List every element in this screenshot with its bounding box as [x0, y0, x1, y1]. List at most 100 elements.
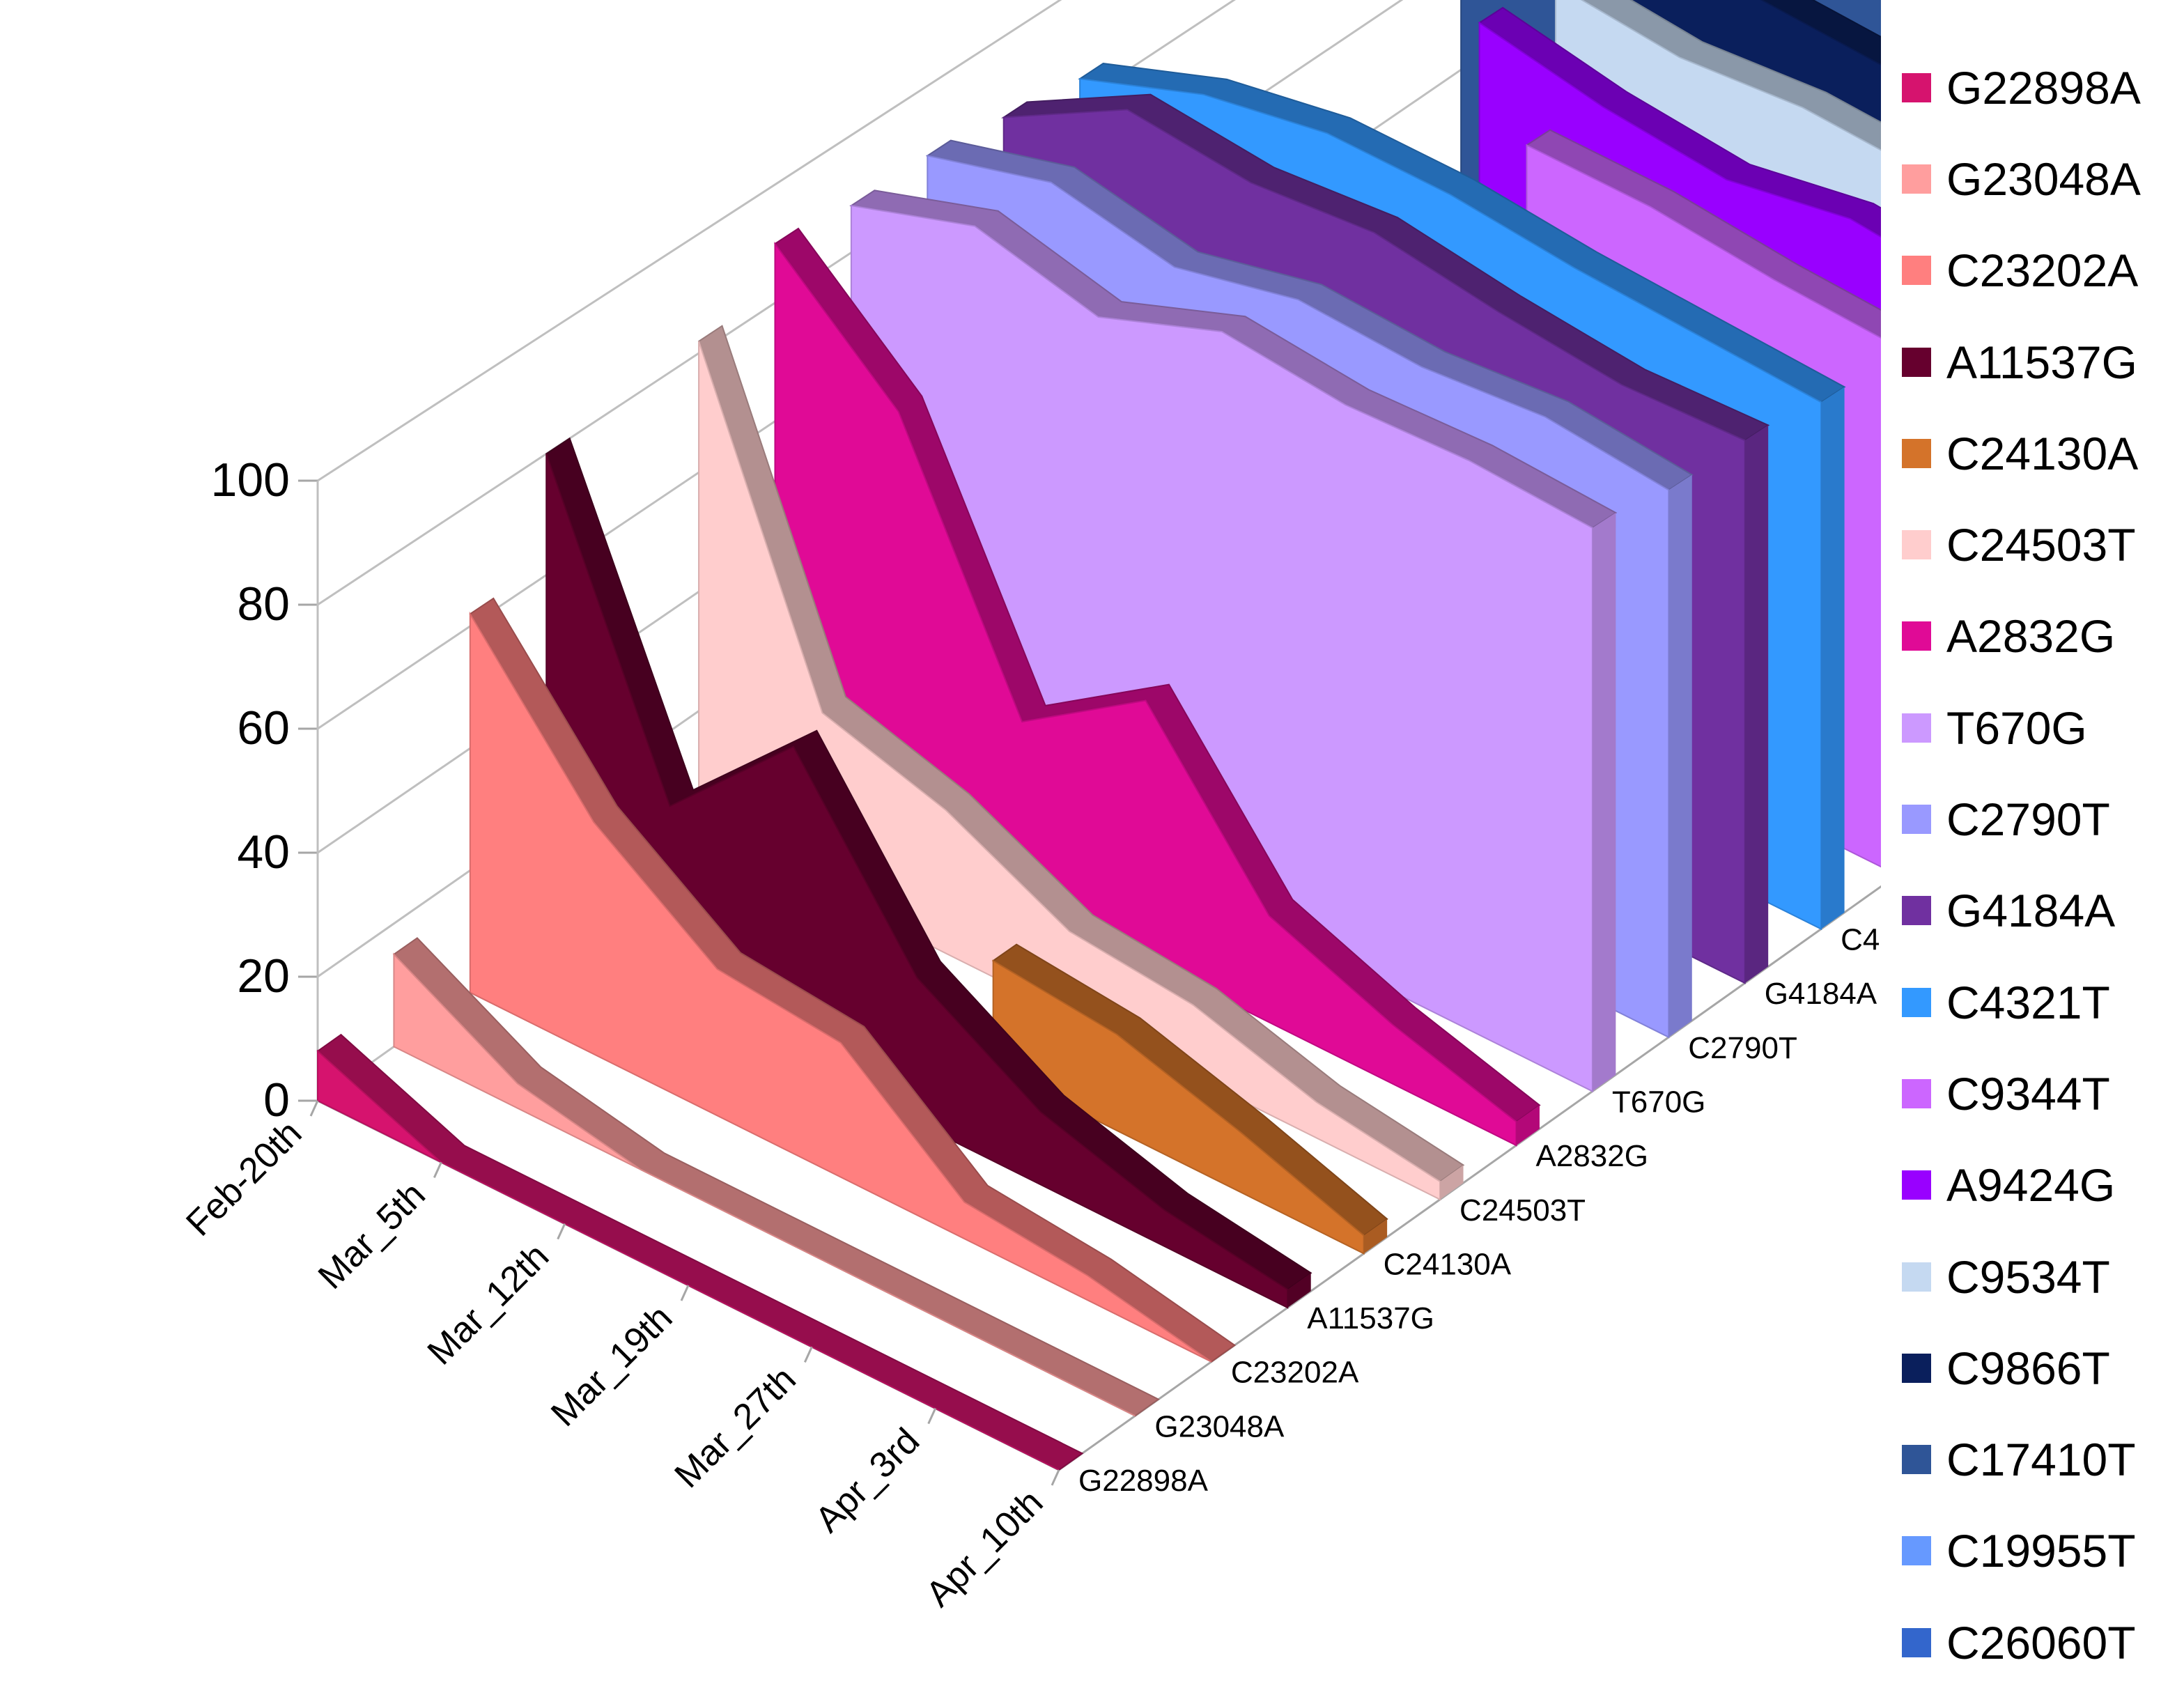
legend-label: A9424G	[1946, 1159, 2116, 1211]
depth-label-A2832G: A2832G	[1535, 1139, 1648, 1173]
legend-swatch	[1902, 713, 1931, 743]
legend: G22898A G23048A C23202A A11537G C24130A C2450…	[1902, 42, 2181, 1688]
legend-swatch	[1902, 987, 1931, 1017]
x-tick-mark	[1051, 1469, 1060, 1486]
legend-label: C4321T	[1946, 976, 2110, 1028]
legend-swatch	[1902, 805, 1931, 835]
depth-label-G4184A: G4184A	[1765, 977, 1877, 1011]
legend-label: C9534T	[1946, 1250, 2110, 1303]
legend-swatch	[1902, 438, 1931, 468]
depth-label-A11537G: A11537G	[1307, 1301, 1434, 1335]
y-axis-tick-labels: 0 20 40 60 80 100	[211, 454, 290, 1126]
legend-label: C23202A	[1946, 245, 2139, 297]
legend-swatch	[1902, 1170, 1931, 1200]
legend-item: G4184A	[1902, 865, 2181, 957]
legend-item: C9866T	[1902, 1322, 2181, 1414]
legend-item: A9424G	[1902, 1140, 2181, 1231]
depth-label-C4321T: C4321T	[1841, 923, 1881, 957]
x-tick-label: Mar_27th	[667, 1359, 803, 1496]
legend-swatch	[1902, 256, 1931, 286]
legend-item: C9344T	[1902, 1048, 2181, 1139]
legend-item: C24503T	[1902, 499, 2181, 590]
area-face-C23202A	[469, 611, 1212, 1363]
legend-swatch	[1902, 1078, 1931, 1108]
legend-item: C2790T	[1902, 773, 2181, 865]
depth-label-C23202A: C23202A	[1231, 1356, 1359, 1390]
legend-swatch	[1902, 530, 1931, 560]
legend-item: T670G	[1902, 682, 2181, 773]
y-tick-label: 60	[237, 702, 290, 754]
depth-label-G22898A: G22898A	[1078, 1464, 1209, 1498]
legend-item: C19955T	[1902, 1505, 2181, 1597]
depth-label-T670G: T670G	[1612, 1085, 1706, 1119]
legend-item: C24130A	[1902, 408, 2181, 499]
legend-label: C26060T	[1946, 1616, 2136, 1668]
x-tick-mark	[680, 1285, 690, 1301]
area-cap-C24503T	[1440, 1165, 1464, 1200]
x-tick-label: Apr_10th	[918, 1482, 1051, 1614]
series-areas	[316, 0, 1881, 1471]
area-face-G23048A	[393, 952, 1136, 1417]
area-cap-T670G	[1592, 513, 1616, 1092]
legend-swatch	[1902, 72, 1931, 102]
legend-label: C19955T	[1946, 1525, 2136, 1577]
series-C23202A	[469, 597, 1237, 1363]
y-tick-label: 80	[237, 578, 290, 630]
legend-swatch	[1902, 164, 1931, 194]
legend-swatch	[1902, 347, 1931, 377]
series-C24503T	[697, 325, 1465, 1201]
depth-label-C24503T: C24503T	[1459, 1193, 1586, 1228]
legend-item: C17410T	[1902, 1414, 2181, 1505]
x-tick-label: Apr_3rd	[807, 1420, 927, 1540]
x-tick-mark	[557, 1223, 566, 1240]
legend-item: A2832G	[1902, 591, 2181, 682]
legend-label: C24503T	[1946, 519, 2136, 571]
x-tick-mark	[433, 1161, 442, 1178]
side-wall-gridline	[317, 0, 1062, 482]
legend-label: C9866T	[1946, 1342, 2110, 1394]
x-tick-label: Mar_5th	[311, 1175, 433, 1297]
legend-swatch	[1902, 1353, 1931, 1383]
legend-label: C17410T	[1946, 1434, 2136, 1486]
series-T670G	[849, 189, 1618, 1093]
series-C24130A	[991, 943, 1388, 1255]
x-tick-label: Mar_19th	[543, 1297, 680, 1434]
series-A2832G	[774, 227, 1541, 1147]
legend-label: C9344T	[1946, 1067, 2110, 1120]
series-A11537G	[545, 437, 1312, 1309]
area-cap-G4184A	[1744, 425, 1769, 984]
legend-item: C23202A	[1902, 225, 2181, 316]
y-tick-label: 40	[237, 826, 290, 878]
legend-swatch	[1902, 1262, 1931, 1292]
legend-label: G4184A	[1946, 885, 2116, 937]
legend-item: C4321T	[1902, 957, 2181, 1048]
legend-label: G23048A	[1946, 153, 2141, 205]
legend-label: C2790T	[1946, 793, 2110, 846]
series-G23048A	[392, 937, 1160, 1417]
legend-label: G22898A	[1946, 61, 2141, 114]
area-cap-C4321T	[1821, 387, 1845, 929]
legend-item: G22898A	[1902, 42, 2181, 133]
depth-label-C2790T: C2790T	[1688, 1031, 1797, 1065]
y-tick-label: 20	[237, 950, 290, 1002]
x-tick-label: Feb-20th	[178, 1113, 309, 1244]
x-tick-mark	[803, 1346, 813, 1363]
legend-swatch	[1902, 621, 1931, 651]
y-tick-label: 100	[211, 454, 290, 506]
x-tick-mark	[927, 1408, 937, 1425]
legend-item: C26060T	[1902, 1597, 2181, 1688]
depth-label-G23048A: G23048A	[1154, 1409, 1285, 1443]
legend-swatch	[1902, 1536, 1931, 1566]
x-tick-mark	[309, 1100, 319, 1117]
depth-axis-labels: C26060TC19955TC17410TC9866TC9534TA9424GC…	[1078, 923, 1881, 1498]
depth-label-C24130A: C24130A	[1384, 1247, 1512, 1281]
legend-item: G23048A	[1902, 133, 2181, 224]
area-cap-C2790T	[1668, 474, 1692, 1037]
legend-label: A2832G	[1946, 610, 2116, 663]
legend-item: C9534T	[1902, 1231, 2181, 1322]
legend-label: C24130A	[1946, 427, 2139, 479]
legend-swatch	[1902, 896, 1931, 926]
legend-swatch	[1902, 1627, 1931, 1657]
y-tick-label: 0	[263, 1074, 290, 1126]
